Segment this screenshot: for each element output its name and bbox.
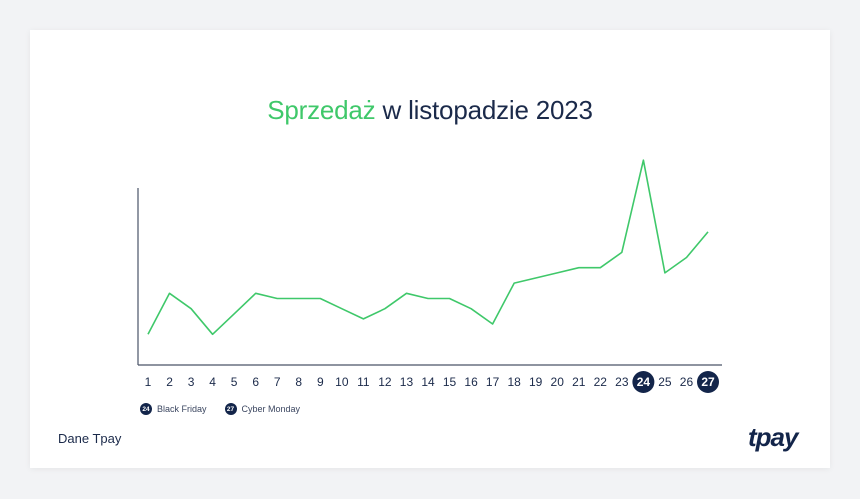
- data-point-23: [621, 252, 623, 254]
- legend-label-black-friday: Black Friday: [157, 404, 207, 414]
- x-tick-label-18: 18: [507, 375, 521, 389]
- x-tick-label-6: 6: [252, 375, 259, 389]
- data-point-3: [190, 308, 192, 310]
- data-point-4: [212, 333, 214, 335]
- x-tick-label-25: 25: [658, 375, 672, 389]
- data-point-19: [535, 277, 537, 279]
- data-point-7: [276, 298, 278, 300]
- data-point-18: [513, 282, 515, 284]
- chart-title-rest: w listopadzie 2023: [375, 95, 593, 125]
- legend-marker-27: 27: [224, 403, 237, 415]
- legend: 24 Black Friday 27 Cyber Monday: [140, 403, 300, 415]
- data-point-17: [492, 323, 494, 325]
- data-point-9: [320, 298, 322, 300]
- source-note: Dane Tpay: [58, 431, 122, 446]
- x-tick-label-19: 19: [529, 375, 543, 389]
- x-tick-label-27: 27: [701, 375, 715, 389]
- x-tick-label-22: 22: [594, 375, 608, 389]
- x-tick-label-13: 13: [400, 375, 414, 389]
- data-point-22: [600, 267, 602, 269]
- x-tick-label-15: 15: [443, 375, 457, 389]
- x-tick-label-4: 4: [209, 375, 216, 389]
- data-point-24: [643, 159, 645, 161]
- x-tick-label-8: 8: [295, 375, 302, 389]
- x-tick-label-3: 3: [188, 375, 195, 389]
- x-tick-label-7: 7: [274, 375, 281, 389]
- x-tick-label-23: 23: [615, 375, 629, 389]
- x-tick-label-21: 21: [572, 375, 586, 389]
- data-point-16: [470, 308, 472, 310]
- data-point-10: [341, 308, 343, 310]
- data-point-13: [406, 293, 408, 295]
- data-point-1: [147, 333, 149, 335]
- x-tick-label-1: 1: [145, 375, 152, 389]
- chart-card: [30, 30, 830, 468]
- tpay-logo: tpay: [748, 422, 798, 452]
- legend-marker-24: 24: [140, 403, 152, 415]
- x-tick-label-17: 17: [486, 375, 500, 389]
- x-tick-label-10: 10: [335, 375, 349, 389]
- data-point-6: [255, 293, 257, 295]
- x-tick-label-24: 24: [637, 375, 651, 389]
- x-tick-label-26: 26: [680, 375, 694, 389]
- x-tick-highlight-24: [632, 371, 655, 393]
- data-point-14: [427, 298, 429, 300]
- data-point-11: [363, 318, 365, 320]
- data-point-21: [578, 267, 580, 269]
- x-tick-label-11: 11: [357, 375, 370, 389]
- data-point-20: [556, 272, 558, 274]
- chart-title: Sprzedaż w listopadzie 2023: [0, 95, 860, 126]
- sales-line: [147, 159, 709, 336]
- x-tick-label-9: 9: [317, 375, 324, 389]
- x-tick-label-14: 14: [421, 375, 435, 389]
- legend-item-black-friday: 24 Black Friday: [140, 403, 207, 415]
- data-point-5: [233, 313, 235, 315]
- x-tick-label-2: 2: [166, 375, 173, 389]
- data-point-15: [449, 298, 451, 300]
- x-tick-label-5: 5: [231, 375, 238, 389]
- legend-label-cyber-monday: Cyber Monday: [241, 404, 301, 414]
- data-point-27: [707, 231, 709, 233]
- x-tick-label-16: 16: [464, 375, 478, 389]
- data-point-8: [298, 298, 300, 300]
- legend-item-cyber-monday: 27 Cyber Monday: [224, 403, 301, 415]
- data-point-26: [686, 257, 688, 259]
- chart-title-accent: Sprzedaż: [267, 95, 376, 125]
- x-tick-label-20: 20: [551, 375, 565, 389]
- data-point-12: [384, 308, 386, 310]
- data-point-25: [664, 272, 666, 274]
- data-point-2: [169, 293, 171, 295]
- x-tick-label-12: 12: [378, 375, 392, 389]
- x-tick-highlight-27: [697, 371, 719, 393]
